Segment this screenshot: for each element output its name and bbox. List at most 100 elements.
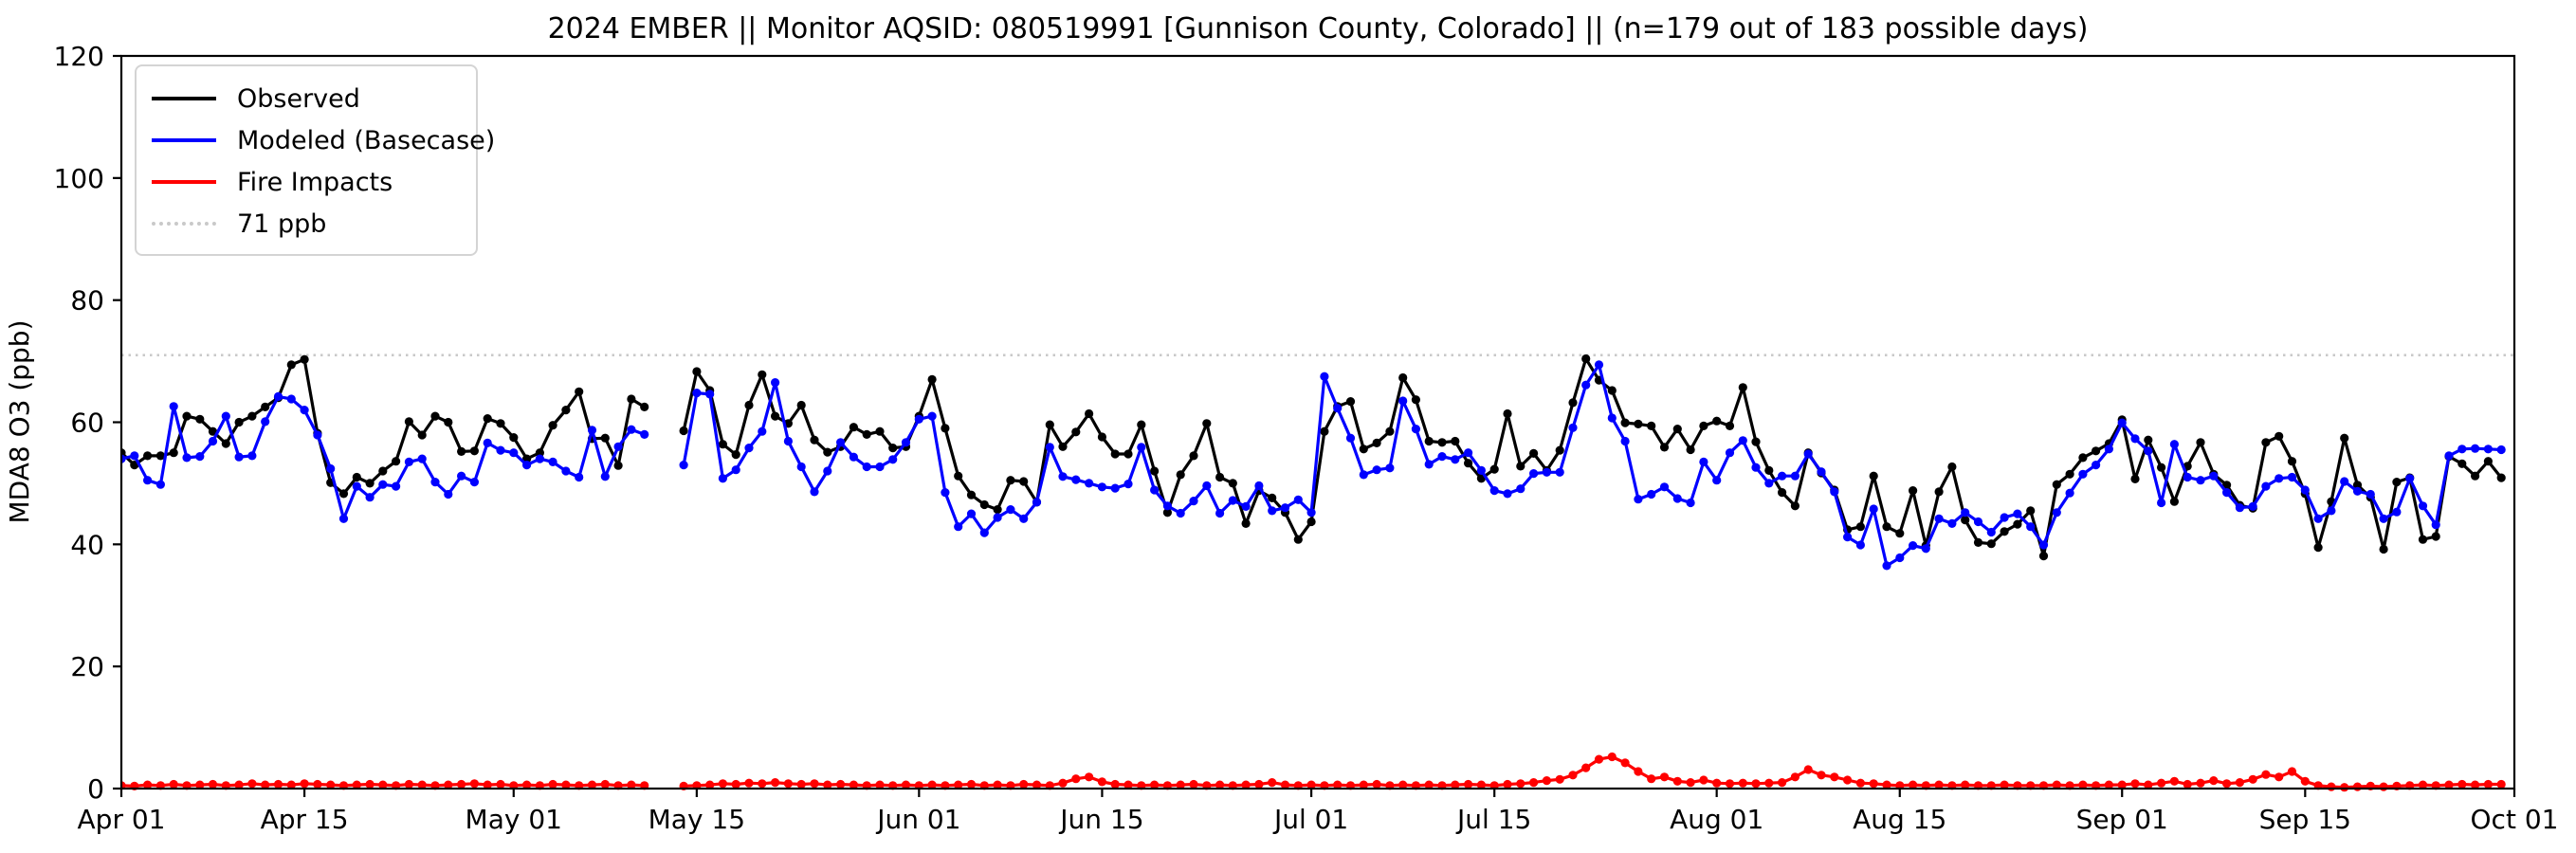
observed-marker xyxy=(1398,372,1408,383)
legend-item-modeled: Modeled (Basecase) xyxy=(152,119,495,161)
modeled-basecase-marker xyxy=(1110,483,1120,493)
modeled-basecase-marker xyxy=(1058,472,1068,481)
observed-marker xyxy=(1202,419,1212,428)
modeled-basecase-marker xyxy=(2092,461,2101,470)
observed-marker xyxy=(679,426,688,436)
observed-marker xyxy=(1620,418,1630,427)
modeled-basecase-marker xyxy=(1607,413,1617,423)
fire-impacts-marker xyxy=(849,780,859,789)
fire-impacts-marker xyxy=(1790,772,1800,782)
fire-impacts-marker xyxy=(1725,779,1735,789)
fire-impacts-marker xyxy=(927,780,937,789)
modeled-basecase-marker xyxy=(522,461,532,470)
observed-marker xyxy=(286,360,296,370)
observed-marker xyxy=(1241,518,1251,529)
modeled-basecase-marker xyxy=(444,489,453,499)
observed-marker xyxy=(640,402,649,411)
observed-marker xyxy=(1659,443,1670,452)
modeled-basecase-marker xyxy=(587,426,597,435)
modeled-basecase-marker xyxy=(1254,481,1264,491)
modeled-basecase-marker xyxy=(718,474,728,483)
observed-marker xyxy=(1385,426,1395,436)
observed-marker xyxy=(2483,457,2493,466)
observed-marker xyxy=(954,471,963,481)
x-tick-label: Jul 01 xyxy=(1272,804,1348,835)
observed-marker xyxy=(1986,539,1996,549)
observed-marker xyxy=(469,446,479,456)
observed-marker xyxy=(1489,464,1499,474)
fire-impacts-marker xyxy=(1607,752,1617,762)
fire-impacts-marker xyxy=(417,780,427,789)
modeled-basecase-marker xyxy=(705,390,715,399)
modeled-basecase-marker xyxy=(208,436,218,446)
fire-impacts-marker xyxy=(2183,779,2192,789)
observed-marker xyxy=(483,414,492,424)
modeled-basecase-marker xyxy=(496,445,505,455)
fire-impacts-marker xyxy=(522,780,532,789)
modeled-basecase-marker xyxy=(2483,445,2493,454)
modeled-basecase-marker xyxy=(182,453,192,463)
fire-impacts-marker xyxy=(143,780,153,789)
fire-impacts-marker xyxy=(2352,782,2363,791)
modeled-basecase-marker xyxy=(2379,514,2388,523)
fire-impacts-marker xyxy=(2496,779,2506,789)
legend-item-observed: Observed xyxy=(152,78,461,119)
modeled-basecase-marker xyxy=(561,466,571,476)
modeled-basecase-marker xyxy=(2405,474,2415,483)
y-tick-label: 20 xyxy=(70,651,104,682)
observed-marker xyxy=(1947,462,1957,472)
modeled-basecase-marker xyxy=(2038,540,2049,550)
observed-marker xyxy=(1097,432,1106,442)
fire-impacts-marker xyxy=(1751,779,1761,789)
observed-marker xyxy=(1071,427,1081,437)
modeled-basecase-marker xyxy=(273,391,283,401)
fire-impacts-marker xyxy=(2457,779,2467,789)
modeled-basecase-marker xyxy=(1345,433,1356,443)
observed-marker xyxy=(927,374,937,384)
observed-marker xyxy=(810,435,819,445)
fire-impacts-marker xyxy=(1712,778,1722,788)
observed-marker xyxy=(1909,486,1918,496)
observed-line xyxy=(120,356,2503,558)
observed-marker xyxy=(1778,488,1787,498)
fire-impacts-marker xyxy=(1568,771,1578,780)
modeled-basecase-marker xyxy=(640,429,649,439)
fire-impacts-marker xyxy=(1306,780,1316,789)
observed-marker xyxy=(404,417,413,426)
fire-impacts-marker xyxy=(457,779,466,789)
modeled-basecase-marker xyxy=(1451,455,1460,464)
fire-impacts-marker xyxy=(1869,779,1878,789)
fire-impacts-marker xyxy=(1424,780,1434,789)
modeled-basecase-marker xyxy=(1241,501,1251,512)
fire-impacts-marker xyxy=(273,779,283,789)
modeled-basecase-marker xyxy=(1228,496,1237,505)
observed-line-sample-icon xyxy=(152,97,216,100)
fire-impacts-marker xyxy=(1176,780,1185,789)
fire-impacts-marker xyxy=(718,779,728,789)
fire-impacts-marker xyxy=(600,779,610,789)
modeled-basecase-marker xyxy=(2157,498,2166,508)
observed-marker xyxy=(2275,431,2284,441)
fire-impacts-marker xyxy=(627,780,636,789)
modeled-basecase-marker xyxy=(2366,489,2375,499)
fire-impacts-marker xyxy=(993,780,1002,789)
modeled-basecase-marker xyxy=(2013,509,2022,518)
observed-marker xyxy=(1516,462,1526,471)
observed-marker xyxy=(1751,437,1761,446)
fire-impacts-marker xyxy=(2444,780,2454,789)
observed-marker xyxy=(1137,420,1146,429)
modeled-basecase-line xyxy=(120,363,2502,568)
modeled-basecase-marker xyxy=(338,514,349,523)
modeled-basecase-marker xyxy=(1489,486,1499,496)
modeled-basecase-marker xyxy=(430,478,440,487)
fire-impacts-marker xyxy=(444,780,453,789)
observed-marker xyxy=(2379,544,2388,554)
modeled-basecase-marker xyxy=(1097,482,1106,492)
observed-marker xyxy=(1006,476,1015,485)
observed-marker xyxy=(247,411,257,421)
modeled-basecase-marker xyxy=(1961,508,1970,517)
modeled-basecase-marker xyxy=(234,452,244,462)
observed-marker xyxy=(1529,448,1539,458)
observed-marker xyxy=(535,448,545,458)
fire-impacts-marker xyxy=(1150,780,1160,789)
